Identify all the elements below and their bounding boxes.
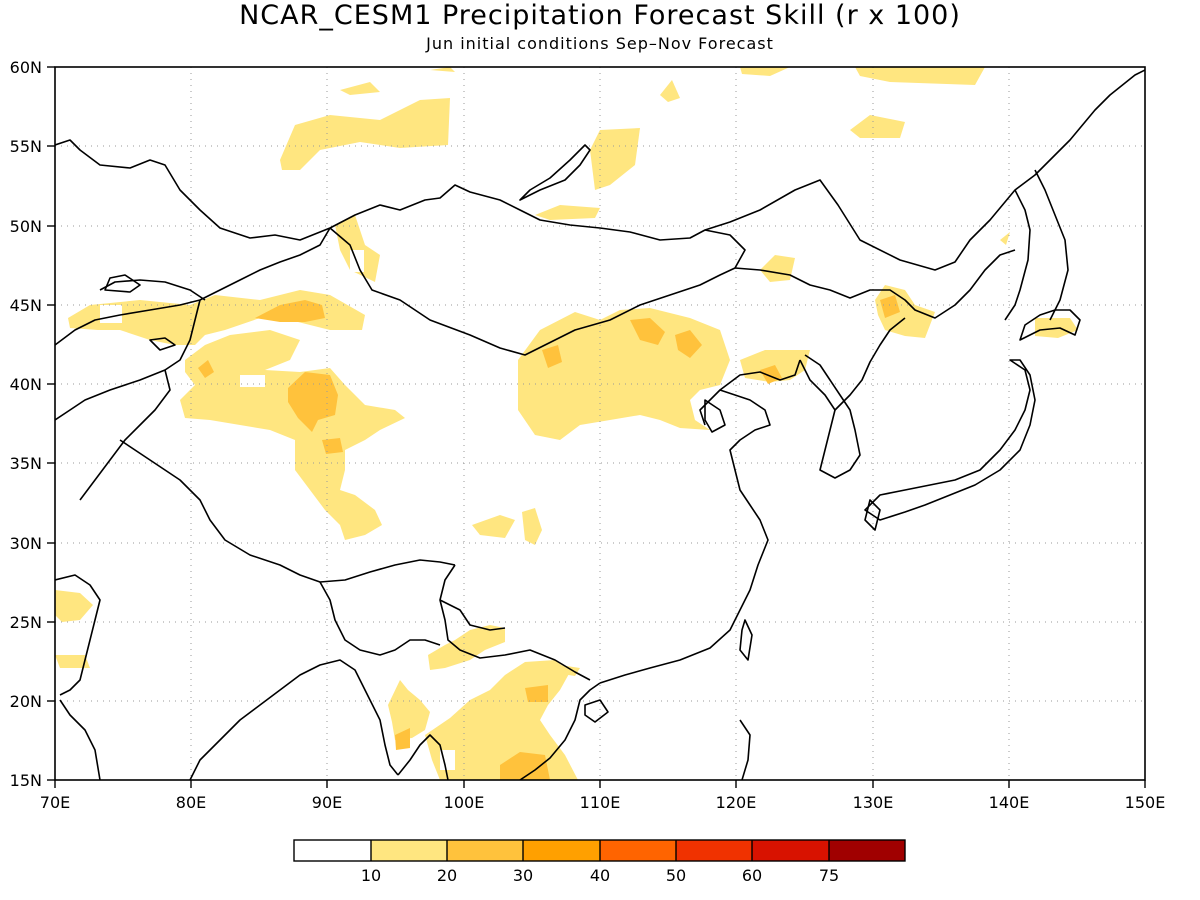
lat-tick-label: 50N	[10, 217, 42, 236]
skill-level-10-fill	[55, 67, 1078, 780]
colorbar-label: 20	[437, 866, 457, 885]
lon-tick-labels: 70E 80E 90E 100E 110E 120E 130E 140E 150…	[40, 793, 1166, 812]
lon-tick-label: 130E	[853, 793, 894, 812]
lon-tick-label: 90E	[312, 793, 342, 812]
colorbar-label: 60	[742, 866, 762, 885]
lat-tick-label: 55N	[10, 137, 42, 156]
map-title: NCAR_CESM1 Precipitation Forecast Skill …	[239, 0, 961, 31]
colorbar-label: 50	[666, 866, 686, 885]
colorbar-swatch	[371, 840, 447, 861]
lon-tick-label: 140E	[989, 793, 1030, 812]
colorbar-swatch	[294, 840, 371, 861]
lon-tick-label: 70E	[40, 793, 70, 812]
lat-tick-label: 40N	[10, 375, 42, 394]
lat-tick-label: 35N	[10, 454, 42, 473]
colorbar-swatch	[600, 840, 676, 861]
colorbar-label: 75	[819, 866, 839, 885]
colorbar-swatch	[752, 840, 829, 861]
lon-tick-label: 110E	[580, 793, 621, 812]
colorbar-swatch	[447, 840, 523, 861]
skill-shading	[55, 67, 1078, 780]
colorbar-swatch	[676, 840, 752, 861]
colorbar-swatch	[829, 840, 905, 861]
tick-marks	[47, 66, 1146, 788]
lon-tick-label: 100E	[444, 793, 485, 812]
lat-tick-label: 25N	[10, 613, 42, 632]
lon-tick-label: 80E	[176, 793, 206, 812]
lat-tick-label: 60N	[10, 58, 42, 77]
colorbar: 10 20 30 40 50 60 75	[293, 839, 906, 885]
lat-tick-label: 45N	[10, 296, 42, 315]
map-subtitle: Jun initial conditions Sep–Nov Forecast	[426, 34, 774, 53]
lat-tick-label: 20N	[10, 692, 42, 711]
colorbar-label: 10	[361, 866, 381, 885]
colorbar-label: 30	[513, 866, 533, 885]
colorbar-label: 40	[590, 866, 610, 885]
lon-tick-label: 150E	[1125, 793, 1166, 812]
colorbar-swatch	[523, 840, 600, 861]
lat-tick-label: 15N	[10, 771, 42, 790]
lat-tick-labels: 60N 55N 50N 45N 40N 35N 30N 25N 20N 15N	[10, 58, 42, 790]
lat-tick-label: 30N	[10, 534, 42, 553]
gridlines	[55, 67, 1145, 780]
coastlines-and-borders	[55, 69, 1145, 780]
lon-tick-label: 120E	[716, 793, 757, 812]
